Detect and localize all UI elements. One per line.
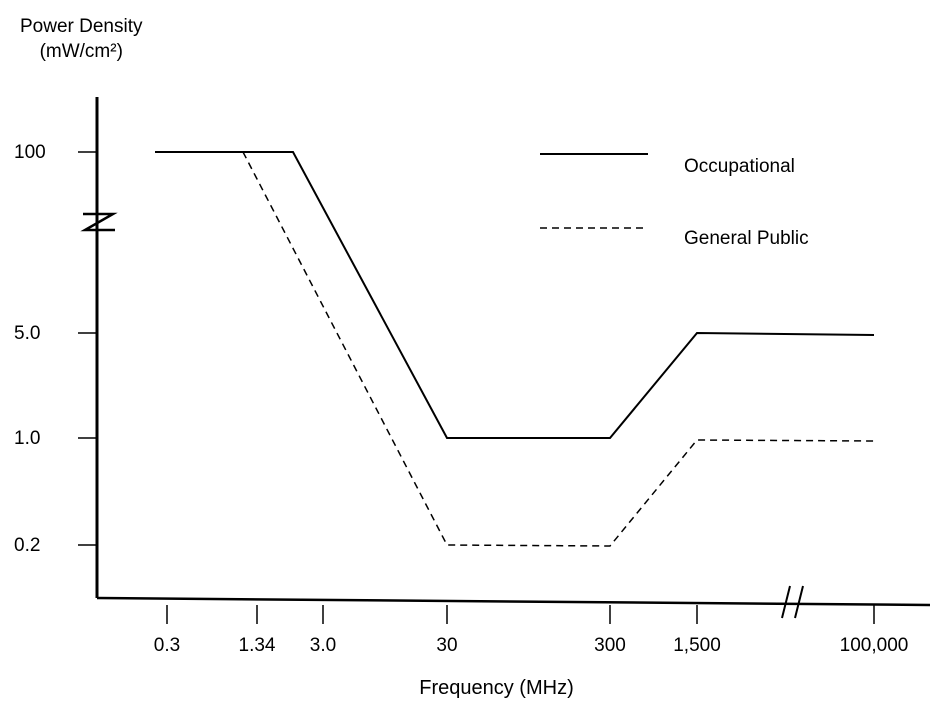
- x-tick-label: 100,000: [840, 635, 909, 656]
- x-axis-break-marker: [781, 585, 804, 619]
- series-lines: [155, 151, 875, 547]
- x-tick-label: 1.34: [239, 635, 276, 656]
- x-axis-line: [96, 596, 931, 607]
- y-tick-label: 100: [14, 142, 46, 163]
- legend-label-general-public: General Public: [684, 228, 809, 249]
- legend-label-occupational: Occupational: [684, 156, 795, 177]
- axes: [80, 97, 931, 619]
- series-line-general-public: [242, 151, 875, 547]
- y-tick-label: 0.2: [14, 535, 40, 556]
- y-tick-label: 1.0: [14, 428, 40, 449]
- y-axis-break-marker: [80, 212, 118, 232]
- x-tick-label: 3.0: [310, 635, 336, 656]
- x-axis-title-text: Frequency (MHz): [419, 677, 574, 699]
- y-axis-title-line1: Power Density: [20, 16, 143, 37]
- x-tick-label: 0.3: [154, 635, 180, 656]
- series-line-occupational: [155, 151, 875, 439]
- x-tick-label: 300: [594, 635, 626, 656]
- x-tick-label: 30: [436, 635, 457, 656]
- y-axis-title: Power Density (mW/cm²): [20, 14, 143, 64]
- ticks: 100 5.0 1.0 0.2 0.3 1.34 3.0 30 300 1,500 100,000: [14, 142, 908, 656]
- x-tick-label: 1,500: [673, 635, 721, 656]
- legend: Occupational General Public: [540, 153, 809, 249]
- y-tick-label: 5.0: [14, 323, 40, 344]
- x-axis-title: Frequency (MHz): [0, 677, 933, 700]
- y-axis-title-line2: (mW/cm²): [39, 41, 123, 62]
